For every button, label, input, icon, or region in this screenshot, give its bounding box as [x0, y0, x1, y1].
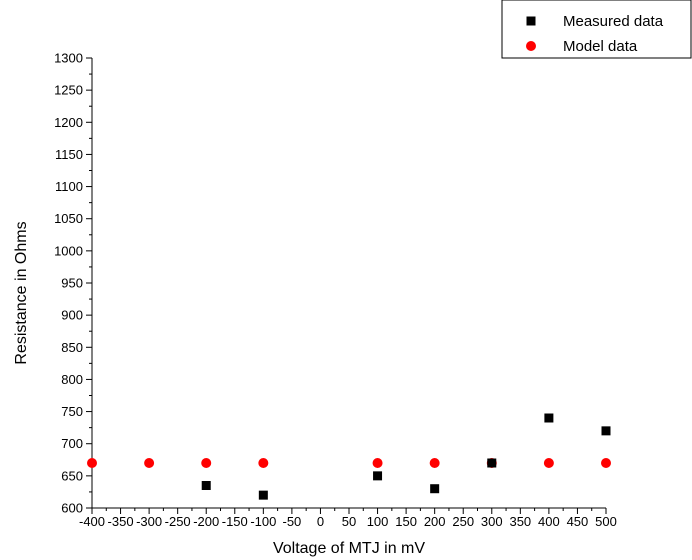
y-tick-label: 650: [61, 468, 83, 483]
measured-data-point: [258, 490, 268, 500]
y-tick-label: 850: [61, 340, 83, 355]
y-tick-label: 1100: [55, 179, 83, 194]
model-data-point: [429, 458, 440, 468]
legend-label: Measured data: [563, 13, 664, 30]
measured-data-point: [544, 413, 554, 423]
y-tick-label: 950: [61, 276, 83, 291]
legend: Measured data Model data: [501, 0, 692, 59]
y-tick-label: 900: [61, 308, 83, 323]
x-tick-label: -100: [250, 514, 276, 529]
y-tick-label: 1300: [54, 51, 83, 66]
model-data-point: [543, 458, 554, 468]
axes: [91, 58, 606, 509]
measured-data-point: [601, 426, 611, 436]
y-axis-title: Resistance in Ohms: [13, 221, 30, 364]
legend-label: Model data: [563, 38, 638, 55]
y-tick-label: 750: [61, 404, 83, 419]
y-tick-label: 1000: [54, 243, 83, 258]
model-data-point: [201, 458, 212, 468]
y-tick-label: 1250: [54, 83, 83, 98]
legend-marker-measured: [526, 16, 536, 26]
data-marks: [87, 413, 611, 500]
x-tick-label: -250: [165, 514, 191, 529]
model-data-point: [258, 458, 269, 468]
model-data-point: [87, 458, 97, 468]
x-tick-label: 300: [481, 514, 503, 529]
x-tick-label: 0: [317, 514, 324, 529]
x-tick-label: -200: [193, 514, 219, 529]
y-tick-label: 1150: [55, 147, 83, 162]
x-tick-label: 250: [452, 514, 474, 529]
x-tick-label: 400: [538, 514, 560, 529]
x-tick-label: -350: [108, 514, 134, 529]
y-tick-label: 1200: [54, 115, 83, 130]
x-tick-label: -150: [222, 514, 248, 529]
x-tick-label: 450: [567, 514, 589, 529]
x-axis-title: Voltage of MTJ in mV: [273, 540, 425, 557]
x-tick-label: 150: [395, 514, 417, 529]
x-tick-label: 100: [367, 514, 389, 529]
measured-data-point: [373, 471, 383, 481]
model-data-point: [372, 458, 383, 468]
x-tick-label: -50: [282, 514, 301, 529]
y-tick-label: 800: [61, 372, 83, 387]
model-data-point: [144, 458, 155, 468]
y-tick-label: 1050: [54, 211, 83, 226]
x-tick-label: -300: [136, 514, 162, 529]
x-tick-label: 50: [342, 514, 356, 529]
y-tick-label: 600: [61, 501, 83, 516]
x-tick-label: 350: [509, 514, 531, 529]
x-tick-label: 500: [595, 514, 617, 529]
model-data-point: [601, 458, 611, 468]
x-tick-label: 200: [424, 514, 446, 529]
x-tick-label: -400: [79, 514, 105, 529]
y-tick-label: 700: [61, 436, 83, 451]
y-axis-ticks: 600 650 700 750 800 850 900 950 1000 1050 1100 1150…: [54, 51, 92, 516]
measured-data-point: [201, 481, 211, 490]
x-axis-ticks: -400 -350 -300 -250 -200 -150 -100 -50 0 50 100 150…: [79, 508, 617, 529]
measured-data-point: [487, 458, 497, 468]
legend-marker-model: [526, 41, 536, 51]
measured-data-point: [430, 484, 440, 494]
